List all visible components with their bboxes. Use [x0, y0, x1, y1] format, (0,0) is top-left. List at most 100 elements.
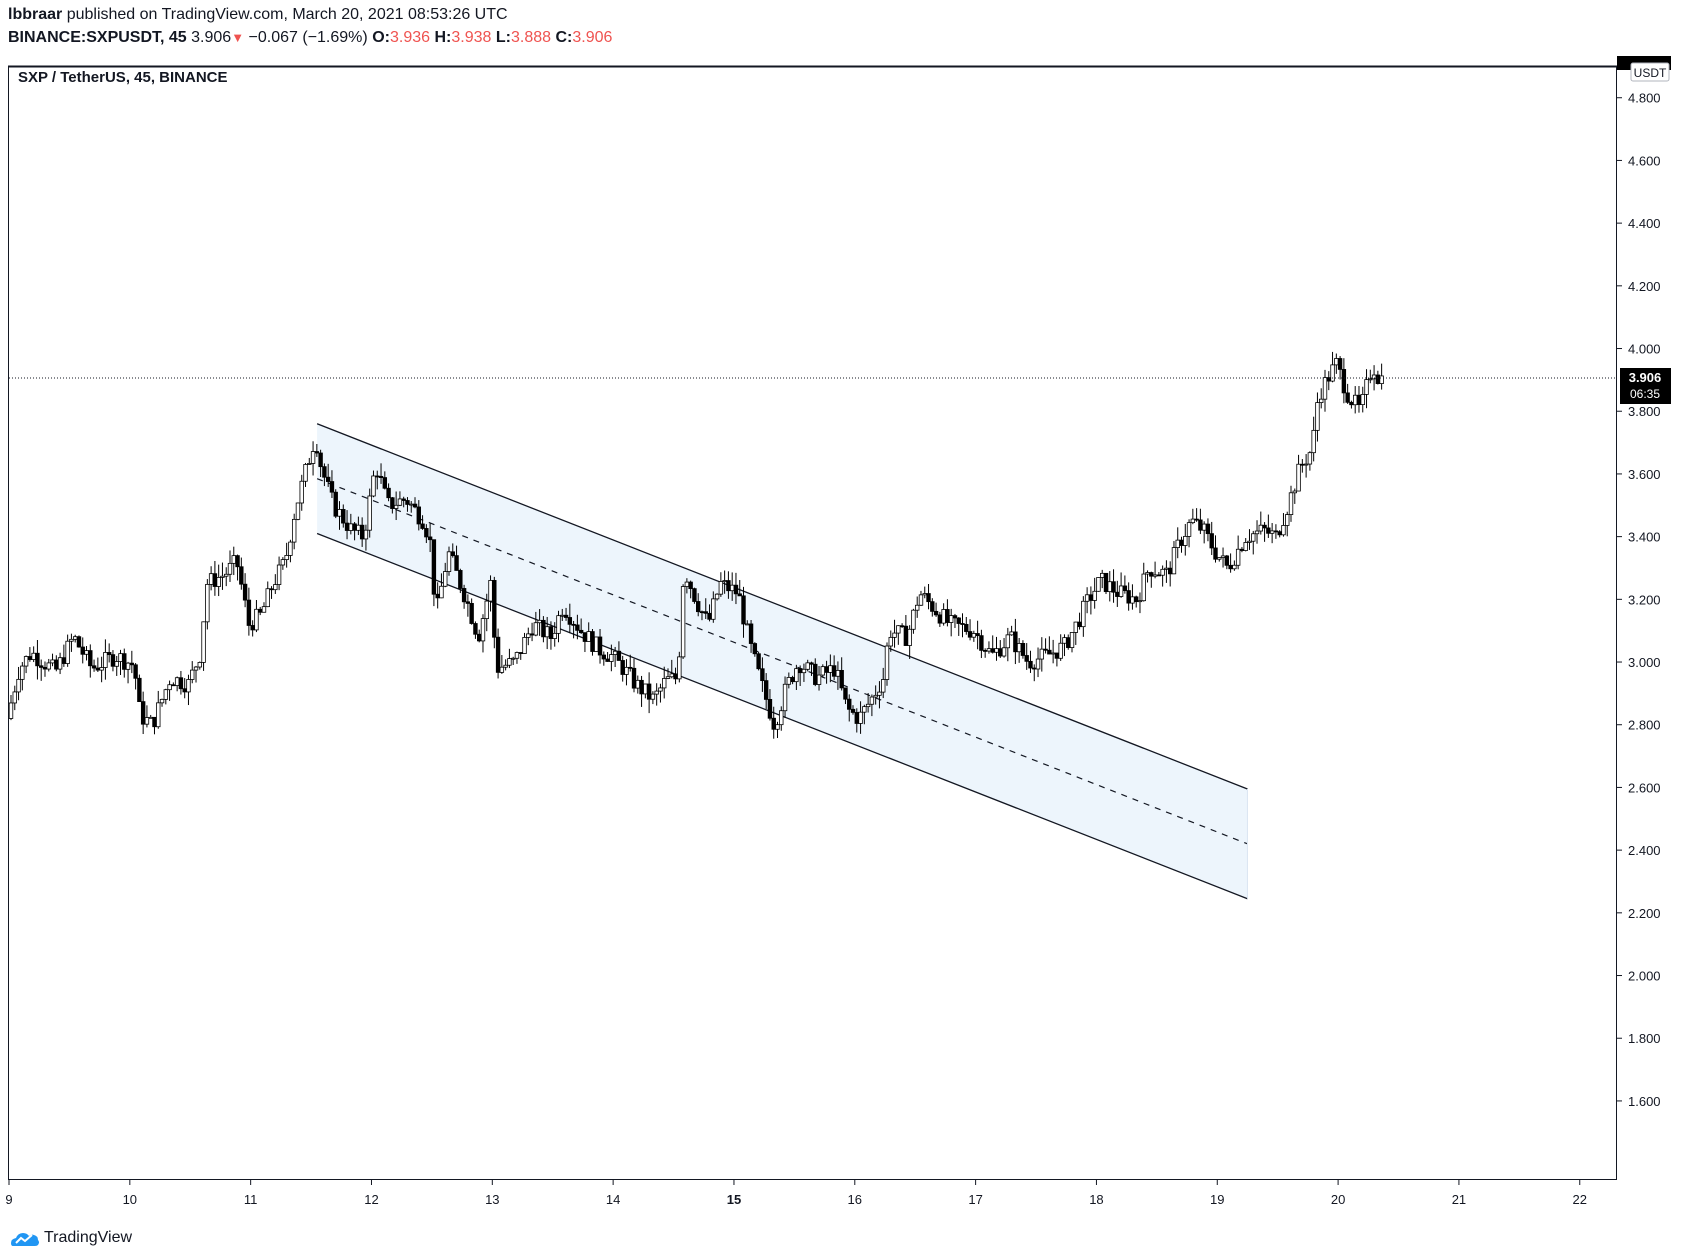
candles-group	[8, 351, 1384, 739]
down-arrow-icon: ▼	[231, 30, 245, 45]
candle-body	[231, 555, 236, 564]
candle-body	[998, 648, 1003, 657]
candle-body	[1368, 378, 1373, 381]
candle-body	[941, 609, 946, 624]
candle-body	[424, 528, 429, 538]
candle-body	[333, 491, 338, 517]
candle-body	[148, 716, 153, 719]
candle-body	[767, 699, 773, 719]
candle-body	[824, 666, 829, 673]
candle-body	[1175, 539, 1180, 548]
candle-body	[375, 475, 380, 478]
candle-body	[839, 669, 844, 689]
candle-body	[250, 625, 255, 631]
candle-body	[50, 659, 55, 664]
candle-body	[1028, 660, 1033, 669]
time-axis[interactable]: 9 10 11 12 13 14 15 16 17 18 19 20 21 22	[5, 1179, 1587, 1207]
price-tick-label: 3.400	[1628, 530, 1661, 545]
candle-body	[956, 617, 961, 624]
candle-body	[1005, 634, 1011, 649]
candle-body	[1243, 542, 1248, 551]
candle-body	[673, 673, 678, 680]
candle-body	[1303, 463, 1309, 466]
candle-body	[567, 617, 573, 625]
last-price: 3.906	[191, 29, 232, 46]
time-tick-label: 22	[1573, 1192, 1587, 1207]
candle-body	[352, 523, 357, 531]
candle-body	[1326, 377, 1331, 382]
candle-body	[1220, 555, 1226, 558]
candle-body	[152, 716, 157, 728]
time-tick-label: 14	[606, 1192, 620, 1207]
candle-body	[560, 614, 565, 617]
candle-body	[1122, 585, 1128, 591]
candle-body	[971, 633, 977, 638]
price-tick-label: 4.000	[1628, 342, 1661, 357]
candle-body	[711, 598, 716, 620]
candle-body	[1126, 590, 1131, 604]
candle-body	[1319, 398, 1324, 403]
candle-body	[979, 635, 984, 651]
candle-body	[1217, 557, 1222, 560]
candle-body	[526, 633, 531, 638]
candle-body	[896, 625, 901, 634]
candle-body	[1277, 531, 1282, 536]
candle-body	[843, 687, 848, 700]
candle-body	[401, 498, 406, 501]
candle-body	[1273, 530, 1279, 533]
candle-body	[337, 509, 342, 517]
candle-body	[35, 652, 40, 667]
price-axis[interactable]: 1.600 1.800 2.000 2.200 2.400 2.600 2.800 3.000…	[1616, 91, 1661, 1109]
candle-body	[907, 628, 912, 646]
candle-body	[1375, 374, 1381, 384]
candle-body	[707, 612, 712, 620]
candle-body	[1092, 590, 1097, 601]
time-tick-label: 11	[244, 1192, 258, 1207]
candle-body	[669, 673, 674, 678]
candle-body	[106, 652, 112, 656]
candle-body	[454, 555, 459, 571]
candle-body	[918, 594, 924, 606]
candle-body	[1239, 548, 1245, 551]
channel-upper-line[interactable]	[316, 423, 1248, 790]
candle-body	[696, 601, 701, 613]
candle-body	[269, 588, 274, 591]
published-text: published on TradingView.com, March 20, …	[66, 6, 508, 23]
candle-body	[1115, 591, 1120, 597]
currency-badge[interactable]: USDT	[1630, 62, 1670, 82]
candle-body	[756, 653, 761, 670]
candle-body	[1050, 652, 1056, 655]
candle-body	[1254, 530, 1260, 535]
candle-body	[510, 657, 516, 660]
candle-body	[1084, 594, 1090, 602]
candle-body	[295, 502, 301, 520]
candle-body	[1247, 540, 1252, 543]
candle-body	[960, 623, 965, 625]
candle-body	[1088, 594, 1094, 601]
candle-body	[865, 703, 871, 708]
candle-body	[1292, 490, 1297, 494]
candle-body	[80, 646, 85, 655]
candle-body	[612, 650, 618, 655]
candle-body	[1081, 600, 1086, 628]
candle-body	[529, 633, 535, 636]
candle-body	[284, 555, 289, 561]
candle-body	[1201, 523, 1207, 531]
candle-body	[341, 509, 346, 524]
tradingview-brand[interactable]: TradingView	[10, 1228, 132, 1248]
candle-body	[390, 497, 395, 509]
candle-body	[1179, 539, 1184, 546]
candle-body	[892, 632, 897, 638]
candle-body	[741, 595, 746, 625]
candle-body	[677, 656, 682, 680]
author-name[interactable]: lbbraar	[8, 6, 63, 23]
candle-body	[586, 631, 591, 642]
candle-body	[1224, 555, 1230, 566]
candle-body	[594, 636, 599, 652]
candle-body	[665, 676, 671, 679]
candle-body	[499, 666, 505, 673]
candle-body	[582, 632, 588, 642]
candle-body	[556, 615, 561, 634]
candle-body	[405, 500, 410, 505]
